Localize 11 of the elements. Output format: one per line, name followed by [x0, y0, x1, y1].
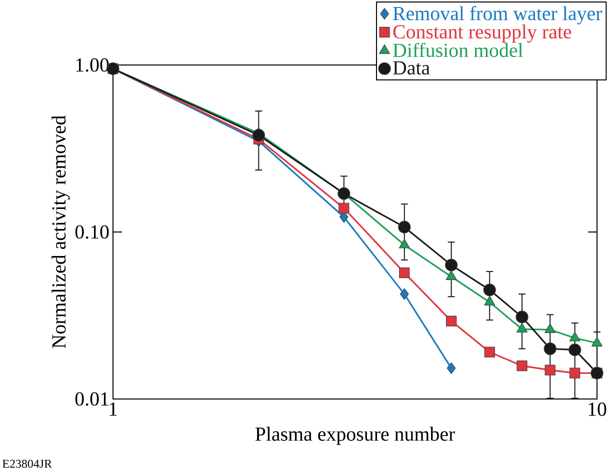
- x-axis-title: Plasma exposure number: [255, 426, 455, 445]
- legend-label: Removal from water layer: [393, 6, 602, 24]
- legend-label: Data: [393, 61, 430, 75]
- x-tick-label: 1: [110, 402, 117, 416]
- y-tick-label: 0.10: [75, 225, 109, 239]
- legend-label: Diffusion model: [393, 42, 523, 58]
- legend-label: Constant resupply rate: [393, 24, 572, 43]
- y-tick-label: 0.01: [75, 392, 108, 406]
- x-tick-label: 10: [588, 402, 606, 416]
- y-axis-title: Normalized activity removed: [52, 115, 70, 348]
- text: E23804JR: [2, 460, 52, 468]
